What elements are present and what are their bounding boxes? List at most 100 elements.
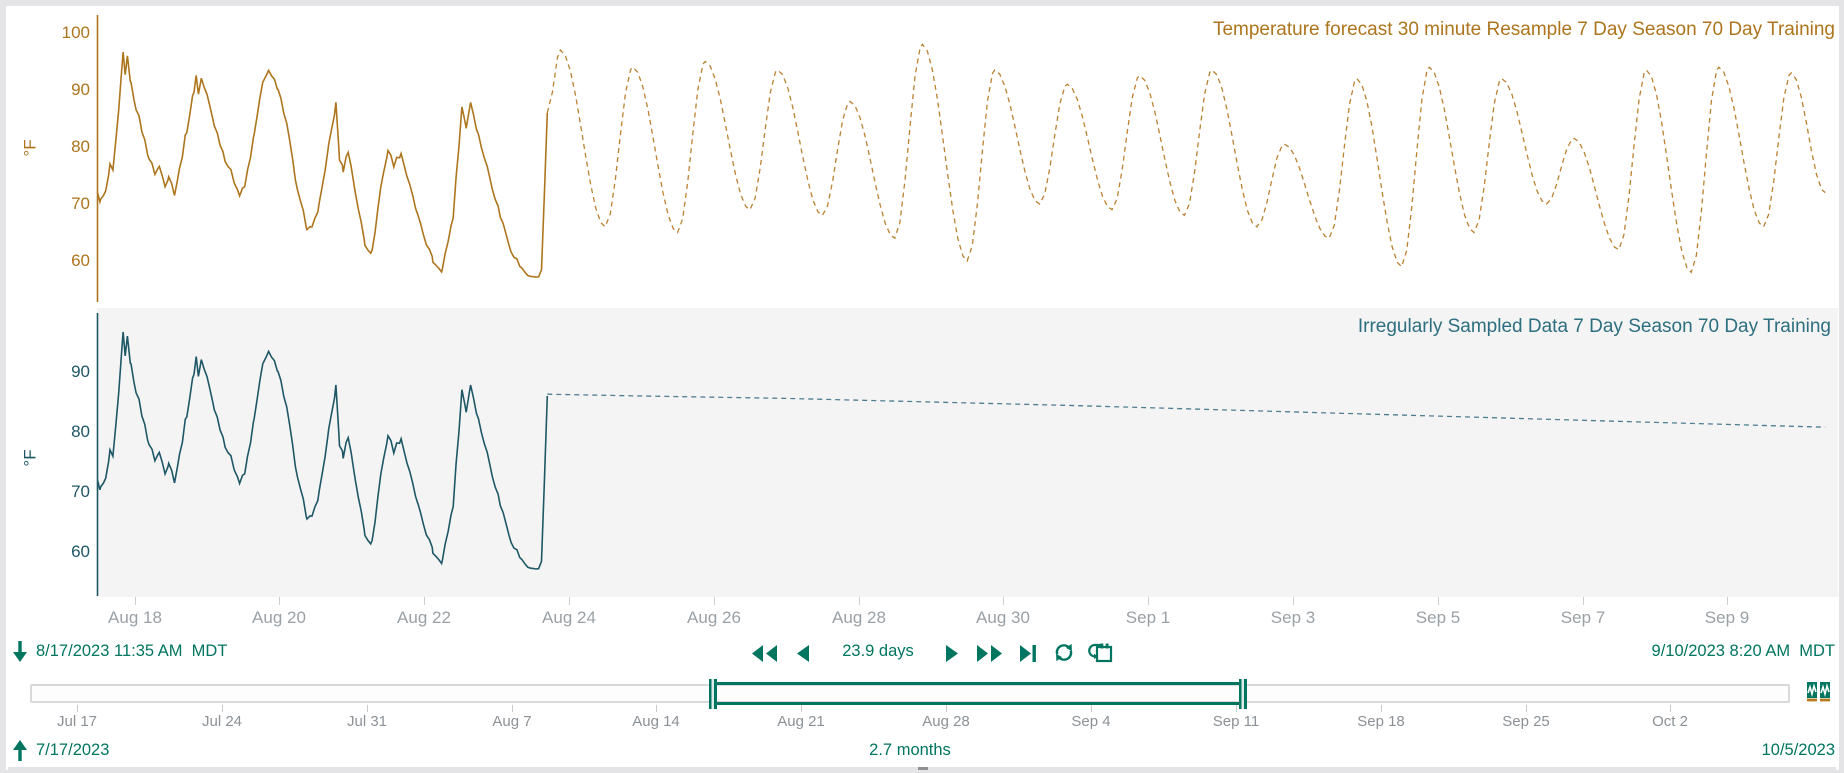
slider-tick (512, 705, 513, 712)
display-start-time[interactable]: 8/17/2023 11:35 AM MDT (36, 642, 227, 661)
bottom-chart-plot-area[interactable] (97, 308, 1838, 597)
bottom-forecast-line (547, 393, 1826, 428)
time-axis-tick-label: Aug 28 (832, 608, 886, 627)
slider-end-date: 10/5/2023 (1761, 741, 1835, 759)
time-axis-tick (569, 597, 570, 605)
time-axis-tick (135, 597, 136, 605)
step-forward-button[interactable] (945, 645, 959, 662)
time-axis-tick-label: Sep 3 (1270, 608, 1316, 627)
splitter-drag-handle[interactable] (918, 767, 928, 773)
display-end-time[interactable]: 9/10/2023 8:20 AM MDT (1652, 642, 1835, 661)
end-timezone-text: MDT (1799, 642, 1835, 660)
top-measured-line (97, 51, 549, 278)
calendar-with-arrow-icon (1088, 643, 1113, 663)
slider-tick-label: Jul 31 (346, 713, 388, 730)
step-forward-icon (946, 645, 958, 662)
top-y-tick-label: 60 (71, 251, 90, 270)
full-range-trends-button[interactable] (1806, 681, 1832, 703)
time-axis-tick (1148, 597, 1149, 605)
time-axis-tick (279, 597, 280, 605)
jump-to-end-button[interactable] (1019, 645, 1037, 662)
bottom-chart-background (97, 308, 1838, 597)
slider-tick (1091, 705, 1092, 712)
top-chart-title: Temperature forecast 30 minute Resample … (1212, 19, 1835, 40)
down-arrow-icon (13, 641, 27, 662)
time-axis-tick-label: Aug 26 (687, 608, 741, 627)
time-axis-tick (1727, 597, 1728, 605)
slider-tick-label: Aug 28 (922, 713, 970, 730)
time-axis-tick-label: Aug 22 (397, 608, 451, 627)
slider-tick-label: Aug 7 (492, 713, 532, 730)
slider-tick (946, 705, 947, 712)
time-axis-tick-label: Aug 20 (252, 608, 306, 627)
slider-span-label: 2.7 months (869, 741, 951, 759)
slider-tick-label: Aug 14 (632, 713, 680, 730)
top-chart-plot-area[interactable] (97, 12, 1838, 304)
skip-back-icon (752, 645, 777, 662)
slider-tick (77, 705, 78, 712)
top-y-tick-label: 100 (61, 23, 90, 42)
up-arrow-icon (13, 740, 27, 761)
slider-tick-label: Aug 21 (777, 713, 825, 730)
time-axis-tick-label: Sep 1 (1125, 608, 1171, 627)
jump-to-end-icon (1020, 645, 1036, 662)
apply-calendar-range-button[interactable] (1086, 640, 1114, 664)
refresh-button[interactable] (1053, 642, 1075, 663)
slider-tick (222, 705, 223, 712)
slider-tick-label: Sep 4 (1071, 713, 1111, 730)
top-forecast-line (546, 43, 1826, 274)
time-axis-tick (714, 597, 715, 605)
range-slider-left-handle[interactable] (709, 679, 717, 709)
slider-tick-label: Oct 2 (1652, 713, 1688, 730)
fast-forward-icon (977, 645, 1002, 662)
start-time-text: 8/17/2023 11:35 AM (36, 642, 183, 660)
slider-tick-label: Sep 11 (1212, 713, 1260, 730)
step-back-button[interactable] (796, 645, 810, 662)
top-y-tick-label: 80 (71, 137, 90, 156)
mini-trends-icon (1807, 682, 1830, 702)
end-time-text: 9/10/2023 8:20 AM (1651, 642, 1791, 660)
time-axis-tick (1438, 597, 1439, 605)
bottom-chart-title: Irregularly Sampled Data 7 Day Season 70… (1357, 316, 1831, 337)
shift-slider-start-button[interactable] (10, 737, 30, 763)
slider-tick (656, 705, 657, 712)
slider-tick (801, 705, 802, 712)
slider-tick (1236, 705, 1237, 712)
time-axis-tick-label: Aug 30 (976, 608, 1030, 627)
bottom-measured-line (97, 331, 549, 570)
slider-tick (1381, 705, 1382, 712)
time-axis-tick (859, 597, 860, 605)
step-back-icon (797, 645, 809, 662)
slider-tick (1526, 705, 1527, 712)
bottom-y-tick-label: 70 (71, 482, 90, 501)
start-timezone-text: MDT (191, 642, 228, 660)
time-axis-tick-label: Sep 9 (1704, 608, 1750, 627)
time-axis-tick (424, 597, 425, 605)
range-slider-selection[interactable] (713, 682, 1243, 705)
bottom-y-axis-unit-label: °F (20, 449, 40, 467)
top-y-axis-unit-label: °F (20, 139, 40, 157)
time-axis-tick-label: Sep 5 (1415, 608, 1461, 627)
time-window-duration[interactable]: 23.9 days (842, 642, 914, 660)
time-axis-tick (1003, 597, 1004, 605)
refresh-icon (1055, 643, 1073, 662)
slider-tick-label: Jul 24 (201, 713, 243, 730)
time-axis-tick-label: Sep 7 (1560, 608, 1606, 627)
extend-start-button[interactable] (10, 639, 30, 665)
bottom-y-tick-label: 80 (71, 422, 90, 441)
slider-tick-label: Jul 17 (56, 713, 98, 730)
slider-tick-label: Sep 18 (1357, 713, 1405, 730)
slider-tick-label: Sep 25 (1502, 713, 1550, 730)
slider-start-date: 7/17/2023 (36, 741, 110, 759)
slider-tick (367, 705, 368, 712)
time-axis-tick (1293, 597, 1294, 605)
time-axis-tick-label: Aug 18 (108, 608, 162, 627)
fast-forward-button[interactable] (976, 645, 1004, 662)
time-axis-tick-label: Aug 24 (542, 608, 596, 627)
slider-tick (1670, 705, 1671, 712)
bottom-y-tick-label: 60 (71, 542, 90, 561)
range-slider-right-handle[interactable] (1239, 679, 1247, 709)
skip-back-button[interactable] (750, 645, 778, 662)
top-y-tick-label: 70 (71, 194, 90, 213)
